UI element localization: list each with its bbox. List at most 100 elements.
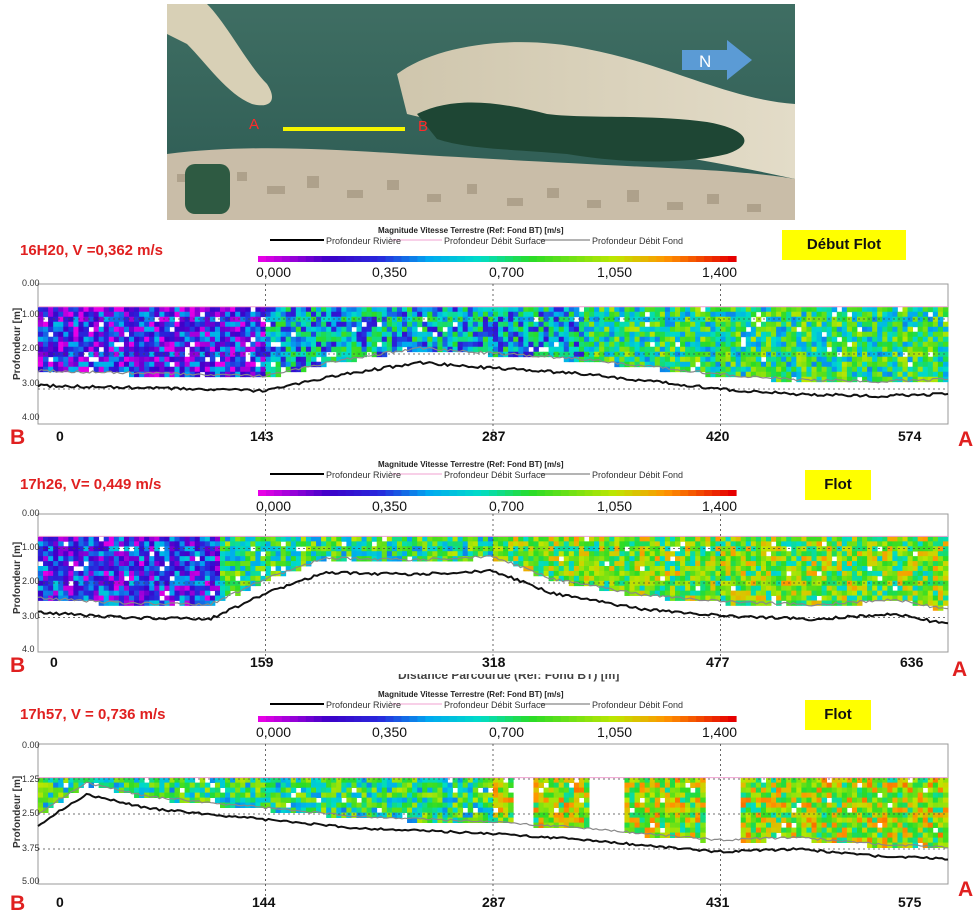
heatmap-cell [422,807,428,813]
heatmap-cell [366,812,373,818]
heatmap-cell [624,822,630,828]
heatmap-cell [209,371,216,378]
heatmap-cell [144,551,150,557]
heatmap-cell [123,351,130,358]
heatmap-cell [73,536,79,542]
heatmap-cell [321,321,327,328]
heatmap-cell [584,316,590,323]
heatmap-cell [214,326,221,333]
heatmap-cell [194,536,201,542]
heatmap-cell [578,341,585,348]
heatmap-cell [58,565,64,572]
heatmap-cell [917,321,924,328]
heatmap-cell [88,551,95,557]
heatmap-cell [735,556,742,562]
colorbar-segment [481,716,490,722]
heatmap-cell [710,575,716,582]
heatmap-cell [543,570,550,577]
heatmap-cell [366,321,373,328]
heatmap-cell [326,356,332,363]
heatmap-cell [169,556,175,562]
heatmap-cell [245,782,251,788]
colorbar-segment [305,256,315,262]
x-tick-2-4: 636 [900,654,924,670]
heatmap-cell [305,541,312,547]
heatmap-cell [841,556,848,562]
heatmap-cell [316,331,322,338]
heatmap-cell [654,541,661,547]
heatmap-cell [659,546,666,552]
heatmap-cell [781,561,787,567]
heatmap-cell [103,595,110,601]
heatmap-cell [225,546,231,552]
heatmap-cell [862,321,868,328]
heatmap-cell [563,346,570,353]
heatmap-cell [113,585,120,592]
heatmap-cell [786,371,792,378]
heatmap-cell [745,585,752,592]
heatmap-cell [872,575,878,582]
heatmap-cell [169,797,175,803]
heatmap-cell [113,782,120,788]
heatmap-cell [578,331,585,338]
heatmap-cell [189,590,196,596]
heatmap-cell [134,556,140,562]
colorbar-segment [337,256,347,262]
heatmap-cell [169,580,175,587]
heatmap-cell [53,356,59,363]
heatmap-cell [174,346,180,353]
heatmap-cell [781,331,787,338]
heatmap-cell [38,590,44,596]
heatmap-cell [290,787,297,793]
heatmap-cell [154,561,160,567]
heatmap-cell [791,331,797,338]
heatmap-cell [781,595,787,601]
heatmap-cell [391,346,398,353]
y-tick-1-3: 3.00 [22,378,40,388]
heatmap-cell [503,797,509,803]
heatmap-cell [285,782,292,788]
heatmap-cell [118,306,125,313]
heatmap-cell [487,817,494,823]
heatmap-cell [275,351,282,358]
heatmap-cell [225,797,231,803]
heatmap-cell [664,556,671,562]
heatmap-cell [159,331,165,338]
heatmap-cell [503,546,509,552]
heatmap-cell [108,536,115,542]
heatmap-cell [553,802,560,808]
heatmap-cell [846,565,853,572]
heatmap-cell [194,575,201,582]
heatmap-cell [912,336,919,343]
heatmap-cell [457,331,464,338]
heatmap-cell [240,311,246,318]
heatmap-cell [695,331,701,338]
heatmap-cell [786,331,792,338]
heatmap-cell [664,356,671,363]
legend-title-2: Magnitude Vitesse Terrestre (Ref: Fond B… [378,460,564,469]
heatmap-cell [599,331,605,338]
heatmap-cell [346,551,352,557]
heatmap-cell [851,556,858,562]
heatmap-cell [98,551,105,557]
heatmap-cell [816,590,823,596]
heatmap-cell [715,316,721,323]
heatmap-cell [675,585,681,592]
heatmap-cell [685,306,691,313]
heatmap-cell [366,316,373,323]
heatmap-cell [629,822,635,828]
heatmap-cell [831,331,838,338]
heatmap-cell [149,306,155,313]
heatmap-cell [922,306,929,313]
heatmap-cell [669,316,676,323]
heatmap-cell [942,336,949,343]
heatmap-cell [48,792,54,798]
heatmap-cell [578,556,585,562]
heatmap-cell [811,321,817,328]
heatmap-cell [38,782,44,788]
heatmap-cell [58,546,64,552]
heatmap-cell [538,536,544,542]
colorbar-segment [528,716,538,722]
heatmap-cell [159,321,165,328]
heatmap-cell [134,346,140,353]
